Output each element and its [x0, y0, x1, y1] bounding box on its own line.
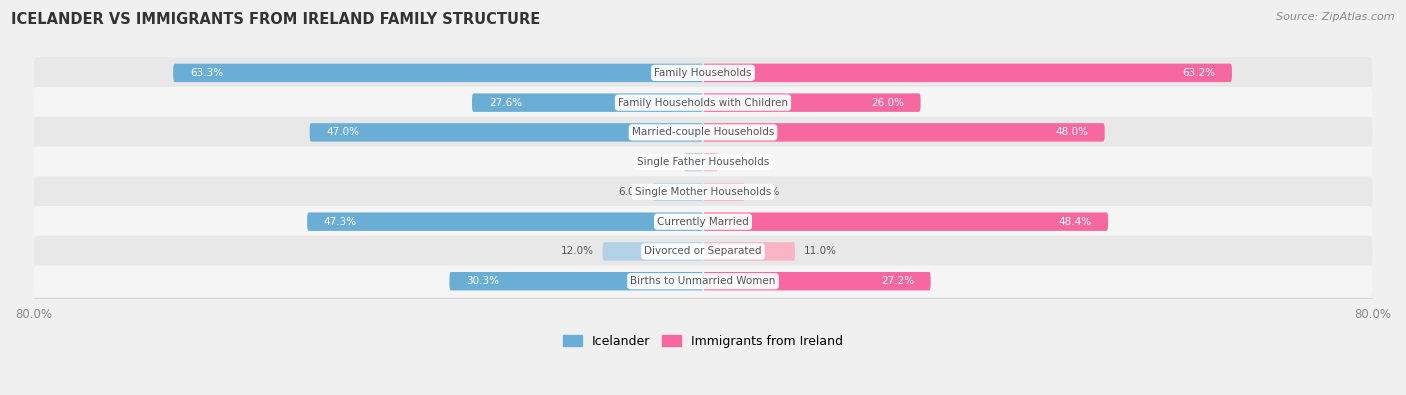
FancyBboxPatch shape	[34, 176, 1372, 208]
Text: ICELANDER VS IMMIGRANTS FROM IRELAND FAMILY STRUCTURE: ICELANDER VS IMMIGRANTS FROM IRELAND FAM…	[11, 12, 540, 27]
Legend: Icelander, Immigrants from Ireland: Icelander, Immigrants from Ireland	[558, 330, 848, 353]
Text: 30.3%: 30.3%	[467, 276, 499, 286]
FancyBboxPatch shape	[34, 265, 1372, 297]
Text: 63.2%: 63.2%	[1182, 68, 1215, 78]
Text: 63.3%: 63.3%	[190, 68, 224, 78]
FancyBboxPatch shape	[34, 236, 1372, 267]
Text: Source: ZipAtlas.com: Source: ZipAtlas.com	[1277, 12, 1395, 22]
FancyBboxPatch shape	[34, 147, 1372, 178]
FancyBboxPatch shape	[683, 153, 703, 171]
Text: Family Households: Family Households	[654, 68, 752, 78]
Text: 27.6%: 27.6%	[489, 98, 522, 107]
FancyBboxPatch shape	[703, 272, 931, 290]
Text: 47.0%: 47.0%	[326, 128, 360, 137]
FancyBboxPatch shape	[703, 242, 794, 261]
FancyBboxPatch shape	[173, 64, 703, 82]
FancyBboxPatch shape	[603, 242, 703, 261]
FancyBboxPatch shape	[309, 123, 703, 142]
Text: Family Households with Children: Family Households with Children	[619, 98, 787, 107]
Text: 48.0%: 48.0%	[1054, 128, 1088, 137]
Text: Married-couple Households: Married-couple Households	[631, 128, 775, 137]
FancyBboxPatch shape	[450, 272, 703, 290]
FancyBboxPatch shape	[703, 93, 921, 112]
FancyBboxPatch shape	[703, 123, 1105, 142]
FancyBboxPatch shape	[703, 64, 1232, 82]
Text: Currently Married: Currently Married	[657, 217, 749, 227]
Text: Births to Unmarried Women: Births to Unmarried Women	[630, 276, 776, 286]
Text: 11.0%: 11.0%	[803, 246, 837, 256]
Text: 26.0%: 26.0%	[870, 98, 904, 107]
FancyBboxPatch shape	[703, 213, 1108, 231]
FancyBboxPatch shape	[703, 183, 745, 201]
Text: 27.2%: 27.2%	[880, 276, 914, 286]
FancyBboxPatch shape	[652, 183, 703, 201]
FancyBboxPatch shape	[34, 87, 1372, 118]
FancyBboxPatch shape	[34, 206, 1372, 237]
FancyBboxPatch shape	[703, 153, 718, 171]
Text: 1.8%: 1.8%	[727, 157, 754, 167]
FancyBboxPatch shape	[472, 93, 703, 112]
Text: 47.3%: 47.3%	[323, 217, 357, 227]
Text: Single Father Households: Single Father Households	[637, 157, 769, 167]
Text: 12.0%: 12.0%	[561, 246, 595, 256]
FancyBboxPatch shape	[34, 57, 1372, 88]
Text: 5.0%: 5.0%	[754, 187, 779, 197]
FancyBboxPatch shape	[34, 117, 1372, 148]
Text: 6.0%: 6.0%	[619, 187, 644, 197]
Text: 2.3%: 2.3%	[650, 157, 675, 167]
FancyBboxPatch shape	[307, 213, 703, 231]
Text: Divorced or Separated: Divorced or Separated	[644, 246, 762, 256]
Text: 48.4%: 48.4%	[1059, 217, 1091, 227]
Text: Single Mother Households: Single Mother Households	[636, 187, 770, 197]
